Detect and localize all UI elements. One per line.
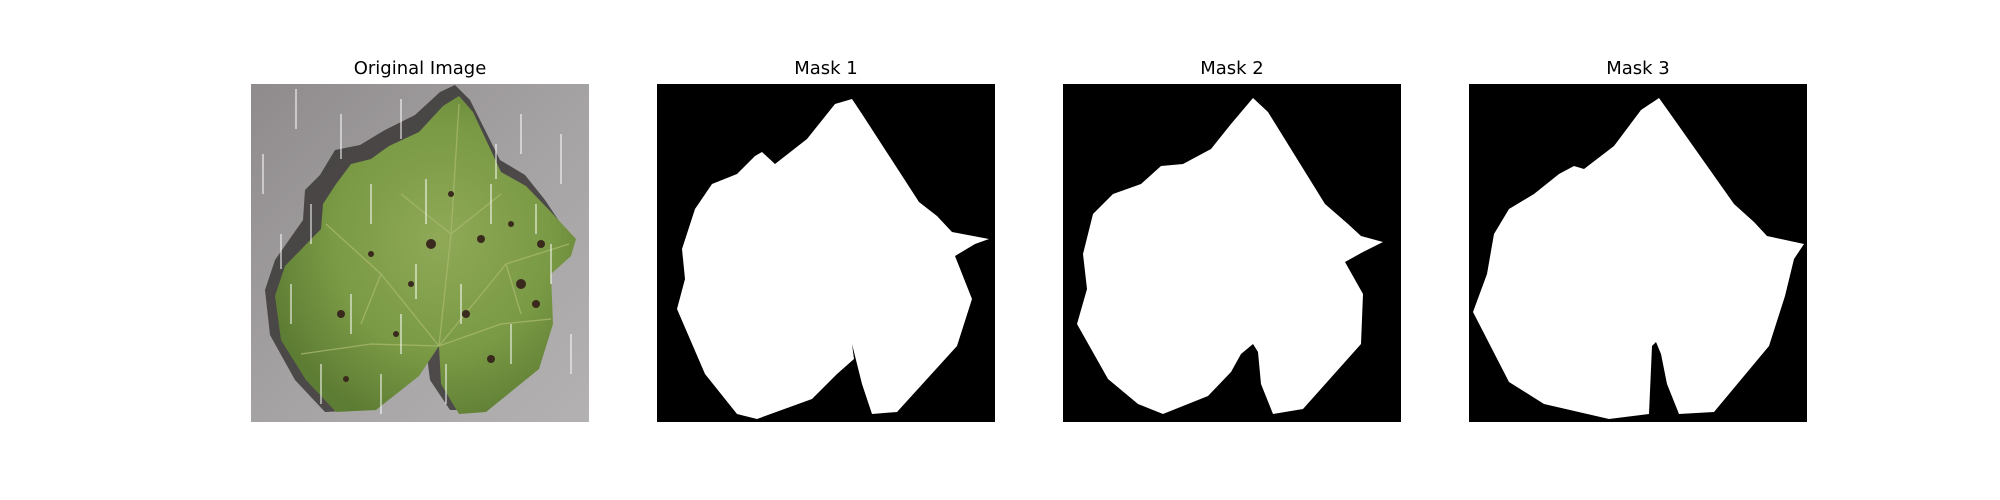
panel-title-original-image: Original Image xyxy=(353,58,487,79)
original-leaf-photo xyxy=(251,84,589,422)
panel-title-mask-2: Mask 2 xyxy=(1200,58,1264,79)
panel-title-mask-1: Mask 1 xyxy=(794,58,858,79)
mask-3-image xyxy=(1469,84,1807,422)
mask-3-panel: Mask 3 xyxy=(1469,0,1807,500)
mask-1-image xyxy=(657,84,995,422)
mask-2-image xyxy=(1063,84,1401,422)
mask-3-graphic xyxy=(1469,84,1807,422)
mask-1-panel: Mask 1 xyxy=(657,0,995,500)
leaf-photo-graphic xyxy=(251,84,589,422)
panel-title-mask-3: Mask 3 xyxy=(1606,58,1670,79)
mask-2-graphic xyxy=(1063,84,1401,422)
mask-1-graphic xyxy=(657,84,995,422)
mask-2-panel: Mask 2 xyxy=(1063,0,1401,500)
original-image-panel: Original Image xyxy=(251,0,589,500)
